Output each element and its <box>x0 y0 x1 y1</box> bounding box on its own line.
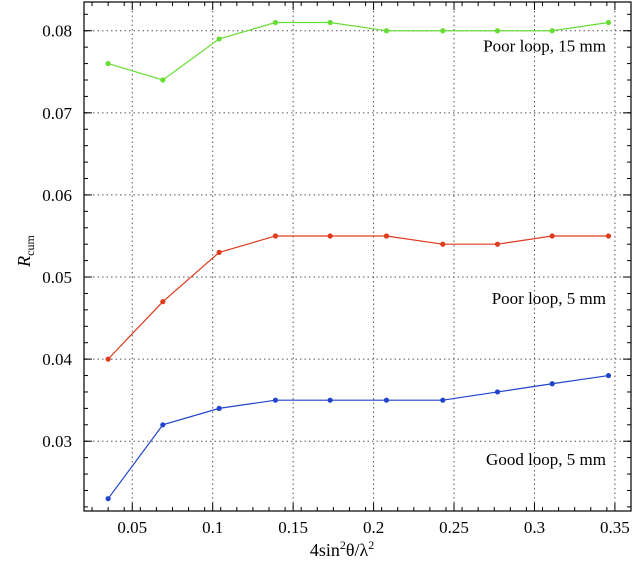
data-point <box>105 60 111 67</box>
y-tick-label: 0.03 <box>42 432 72 451</box>
series-label: Poor loop, 15 mm <box>483 36 606 55</box>
y-axis-label: Rcum <box>14 235 37 268</box>
series-label: Good loop, 5 mm <box>486 450 606 469</box>
data-point <box>327 397 333 403</box>
data-point <box>272 233 279 239</box>
series-1 <box>105 19 612 83</box>
y-tick-label: 0.07 <box>42 104 72 123</box>
y-tick-label: 0.04 <box>42 350 72 369</box>
data-point <box>105 356 111 362</box>
plot-frame <box>83 1 632 512</box>
x-tick-label: 0.25 <box>439 518 469 537</box>
data-point <box>327 19 333 26</box>
data-point <box>440 28 446 34</box>
data-point <box>494 241 501 247</box>
x-tick-label: 0.3 <box>524 518 545 537</box>
data-point <box>160 299 166 305</box>
x-tick-label: 0.35 <box>600 518 630 537</box>
series-labels: Poor loop, 15 mm Poor loop, 5 mm Good loop… <box>483 36 606 469</box>
data-point <box>160 77 166 83</box>
data-point <box>494 28 501 34</box>
x-tick-label: 0.2 <box>363 518 384 537</box>
y-tick-label: 0.06 <box>42 186 72 205</box>
series-line <box>107 235 609 360</box>
data-point <box>605 233 612 239</box>
series-2 <box>105 233 612 362</box>
data-point <box>216 249 222 255</box>
data-point <box>549 381 555 387</box>
series-line <box>107 374 609 500</box>
data-point <box>494 389 501 395</box>
series-line <box>107 21 609 81</box>
x-axis-label: 4sin2θ/λ2 <box>310 538 374 560</box>
data-point <box>383 397 390 403</box>
data-point <box>440 241 446 247</box>
y-tick-label: 0.05 <box>42 268 72 287</box>
series-layer <box>105 19 612 502</box>
data-point <box>327 233 333 239</box>
data-point <box>216 36 222 42</box>
y-tick-label: 0.08 <box>42 22 72 41</box>
data-point <box>383 28 390 34</box>
data-point <box>440 397 446 403</box>
x-tick-label: 0.1 <box>202 518 223 537</box>
x-tick-label: 0.15 <box>278 518 308 537</box>
data-point <box>272 19 279 26</box>
data-point <box>605 372 612 379</box>
data-point <box>383 233 390 239</box>
data-point <box>549 28 555 34</box>
data-point <box>216 405 222 411</box>
ticks: 0.05 0.1 0.15 0.2 0.25 0.3 0.35 0.03 0.04 0.05 0.0… <box>42 2 631 537</box>
data-point <box>549 233 555 239</box>
x-tick-label: 0.05 <box>117 518 147 537</box>
series-label: Poor loop, 5 mm <box>492 289 606 308</box>
data-point <box>605 19 612 26</box>
data-point <box>272 397 279 403</box>
series-3 <box>105 372 612 502</box>
data-point <box>105 496 111 502</box>
data-point <box>160 422 166 428</box>
